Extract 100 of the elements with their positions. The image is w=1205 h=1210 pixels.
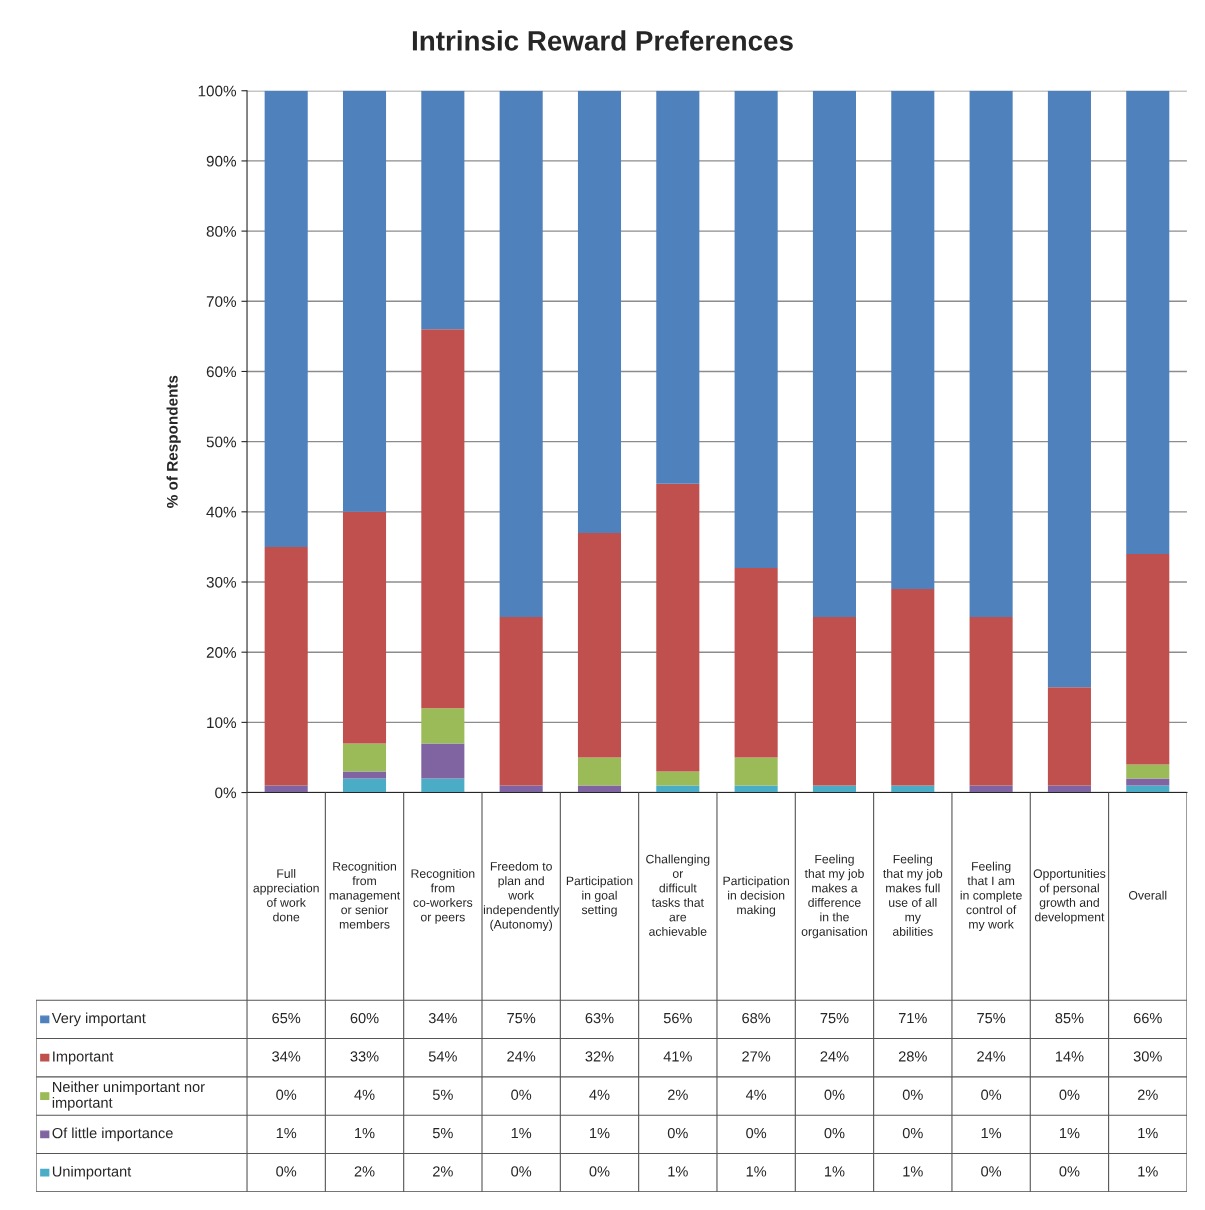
bar [1126, 90, 1170, 554]
data-label: 85% [1055, 1012, 1084, 1024]
data-label: 56% [663, 1012, 692, 1024]
legend-label: Of little importance [52, 1127, 173, 1142]
bar [1126, 764, 1170, 779]
bar [577, 532, 622, 758]
data-label: 63% [585, 1012, 614, 1024]
data-label: 0% [902, 1127, 923, 1139]
data-label: 1% [1060, 1128, 1080, 1139]
bar [734, 757, 778, 786]
legend-label: Very important [51, 1012, 146, 1027]
data-label: 0% [1059, 1089, 1080, 1100]
y-tick-label: 0% [215, 787, 237, 799]
data-label: 1% [276, 1128, 297, 1139]
x-tick-label: Freedom to plan and work independently (Autonomy) [483, 861, 560, 932]
x-tick-label: Feeling that my job makes a difference in the organisation [801, 854, 867, 939]
data-label: 0% [276, 1089, 297, 1100]
bar [342, 90, 387, 512]
bar [656, 771, 700, 786]
chart-title: Intrinsic Reward Preferences [412, 30, 793, 51]
data-label: 66% [1133, 1012, 1162, 1024]
legend-label: Unimportant [52, 1165, 132, 1180]
bar [969, 617, 1013, 786]
data-label: 75% [820, 1013, 849, 1024]
data-label: 1% [746, 1166, 767, 1177]
bar [421, 778, 465, 793]
data-label: 1% [590, 1128, 610, 1139]
data-label: 32% [585, 1051, 614, 1062]
data-label: 24% [507, 1051, 536, 1062]
y-tick-label: 50% [206, 436, 237, 448]
y-tick-label: 100% [198, 85, 237, 97]
y-axis-title: % of Respondents [166, 375, 181, 508]
bar [264, 546, 308, 786]
data-label: 71% [898, 1013, 927, 1024]
y-tick-label: 90% [206, 155, 237, 167]
data-label: 65% [272, 1012, 301, 1024]
bar [421, 708, 465, 744]
data-label: 5% [432, 1089, 453, 1100]
data-label: 1% [825, 1166, 845, 1177]
bar [577, 90, 622, 533]
y-tick-label: 20% [206, 647, 237, 658]
data-label: 41% [663, 1051, 692, 1062]
bar [342, 511, 387, 744]
data-label: 2% [354, 1166, 375, 1177]
bar [891, 589, 935, 786]
data-label: 5% [432, 1128, 453, 1139]
data-label: 0% [902, 1089, 923, 1100]
bar [577, 757, 622, 786]
data-label: 0% [276, 1166, 297, 1177]
bar [656, 483, 700, 772]
bar [499, 617, 543, 786]
data-label: 0% [1059, 1166, 1080, 1177]
data-label: 24% [977, 1051, 1006, 1062]
x-tick-label: Participation in goal setting [566, 876, 633, 917]
x-tick-label: Recognition from co-workers or peers [411, 868, 475, 924]
x-tick-label: Participation in decision making [723, 876, 789, 917]
x-tick-label: Overall [1128, 890, 1167, 900]
data-label: 1% [903, 1166, 923, 1177]
data-label: 4% [589, 1089, 610, 1100]
bar [342, 771, 387, 779]
data-label: 27% [742, 1051, 771, 1062]
bar [421, 90, 465, 330]
data-label: 0% [824, 1127, 845, 1139]
data-label: 1% [1138, 1128, 1158, 1139]
data-label: 1% [511, 1128, 532, 1139]
bar [656, 90, 700, 484]
data-label: 34% [272, 1051, 301, 1062]
data-label: 24% [820, 1051, 849, 1062]
data-label: 75% [507, 1013, 536, 1024]
legend-label: Important [53, 1051, 114, 1065]
data-label: 34% [428, 1012, 457, 1024]
data-label: 33% [350, 1051, 379, 1062]
data-label: 60% [350, 1012, 379, 1024]
data-label: 0% [511, 1089, 532, 1100]
bar [812, 90, 856, 618]
data-label: 2% [668, 1089, 688, 1100]
y-tick-label: 10% [207, 717, 237, 729]
bar [969, 90, 1013, 618]
data-label: 2% [433, 1166, 453, 1177]
y-tick-label: 60% [206, 366, 237, 378]
bar [499, 90, 543, 618]
data-label: 2% [1137, 1089, 1158, 1100]
bar [264, 90, 308, 547]
bar [734, 567, 778, 758]
y-tick-label: 70% [206, 296, 237, 307]
data-label: 30% [1133, 1051, 1162, 1062]
x-tick-label: Recognition from management or senior members [329, 861, 401, 929]
data-label: 1% [355, 1128, 375, 1139]
data-label: 54% [428, 1051, 457, 1062]
x-tick-label: Challenging or difficult tasks that are achievable [646, 854, 710, 936]
data-label: 0% [511, 1166, 532, 1177]
y-tick-label: 30% [206, 576, 237, 588]
bar [891, 90, 935, 590]
bar [1126, 778, 1170, 786]
data-label: 0% [589, 1166, 610, 1177]
data-label: 0% [981, 1089, 1002, 1100]
data-label: 28% [898, 1051, 927, 1062]
data-label: 0% [824, 1089, 845, 1100]
data-label: 0% [981, 1166, 1002, 1177]
bar [342, 778, 387, 793]
